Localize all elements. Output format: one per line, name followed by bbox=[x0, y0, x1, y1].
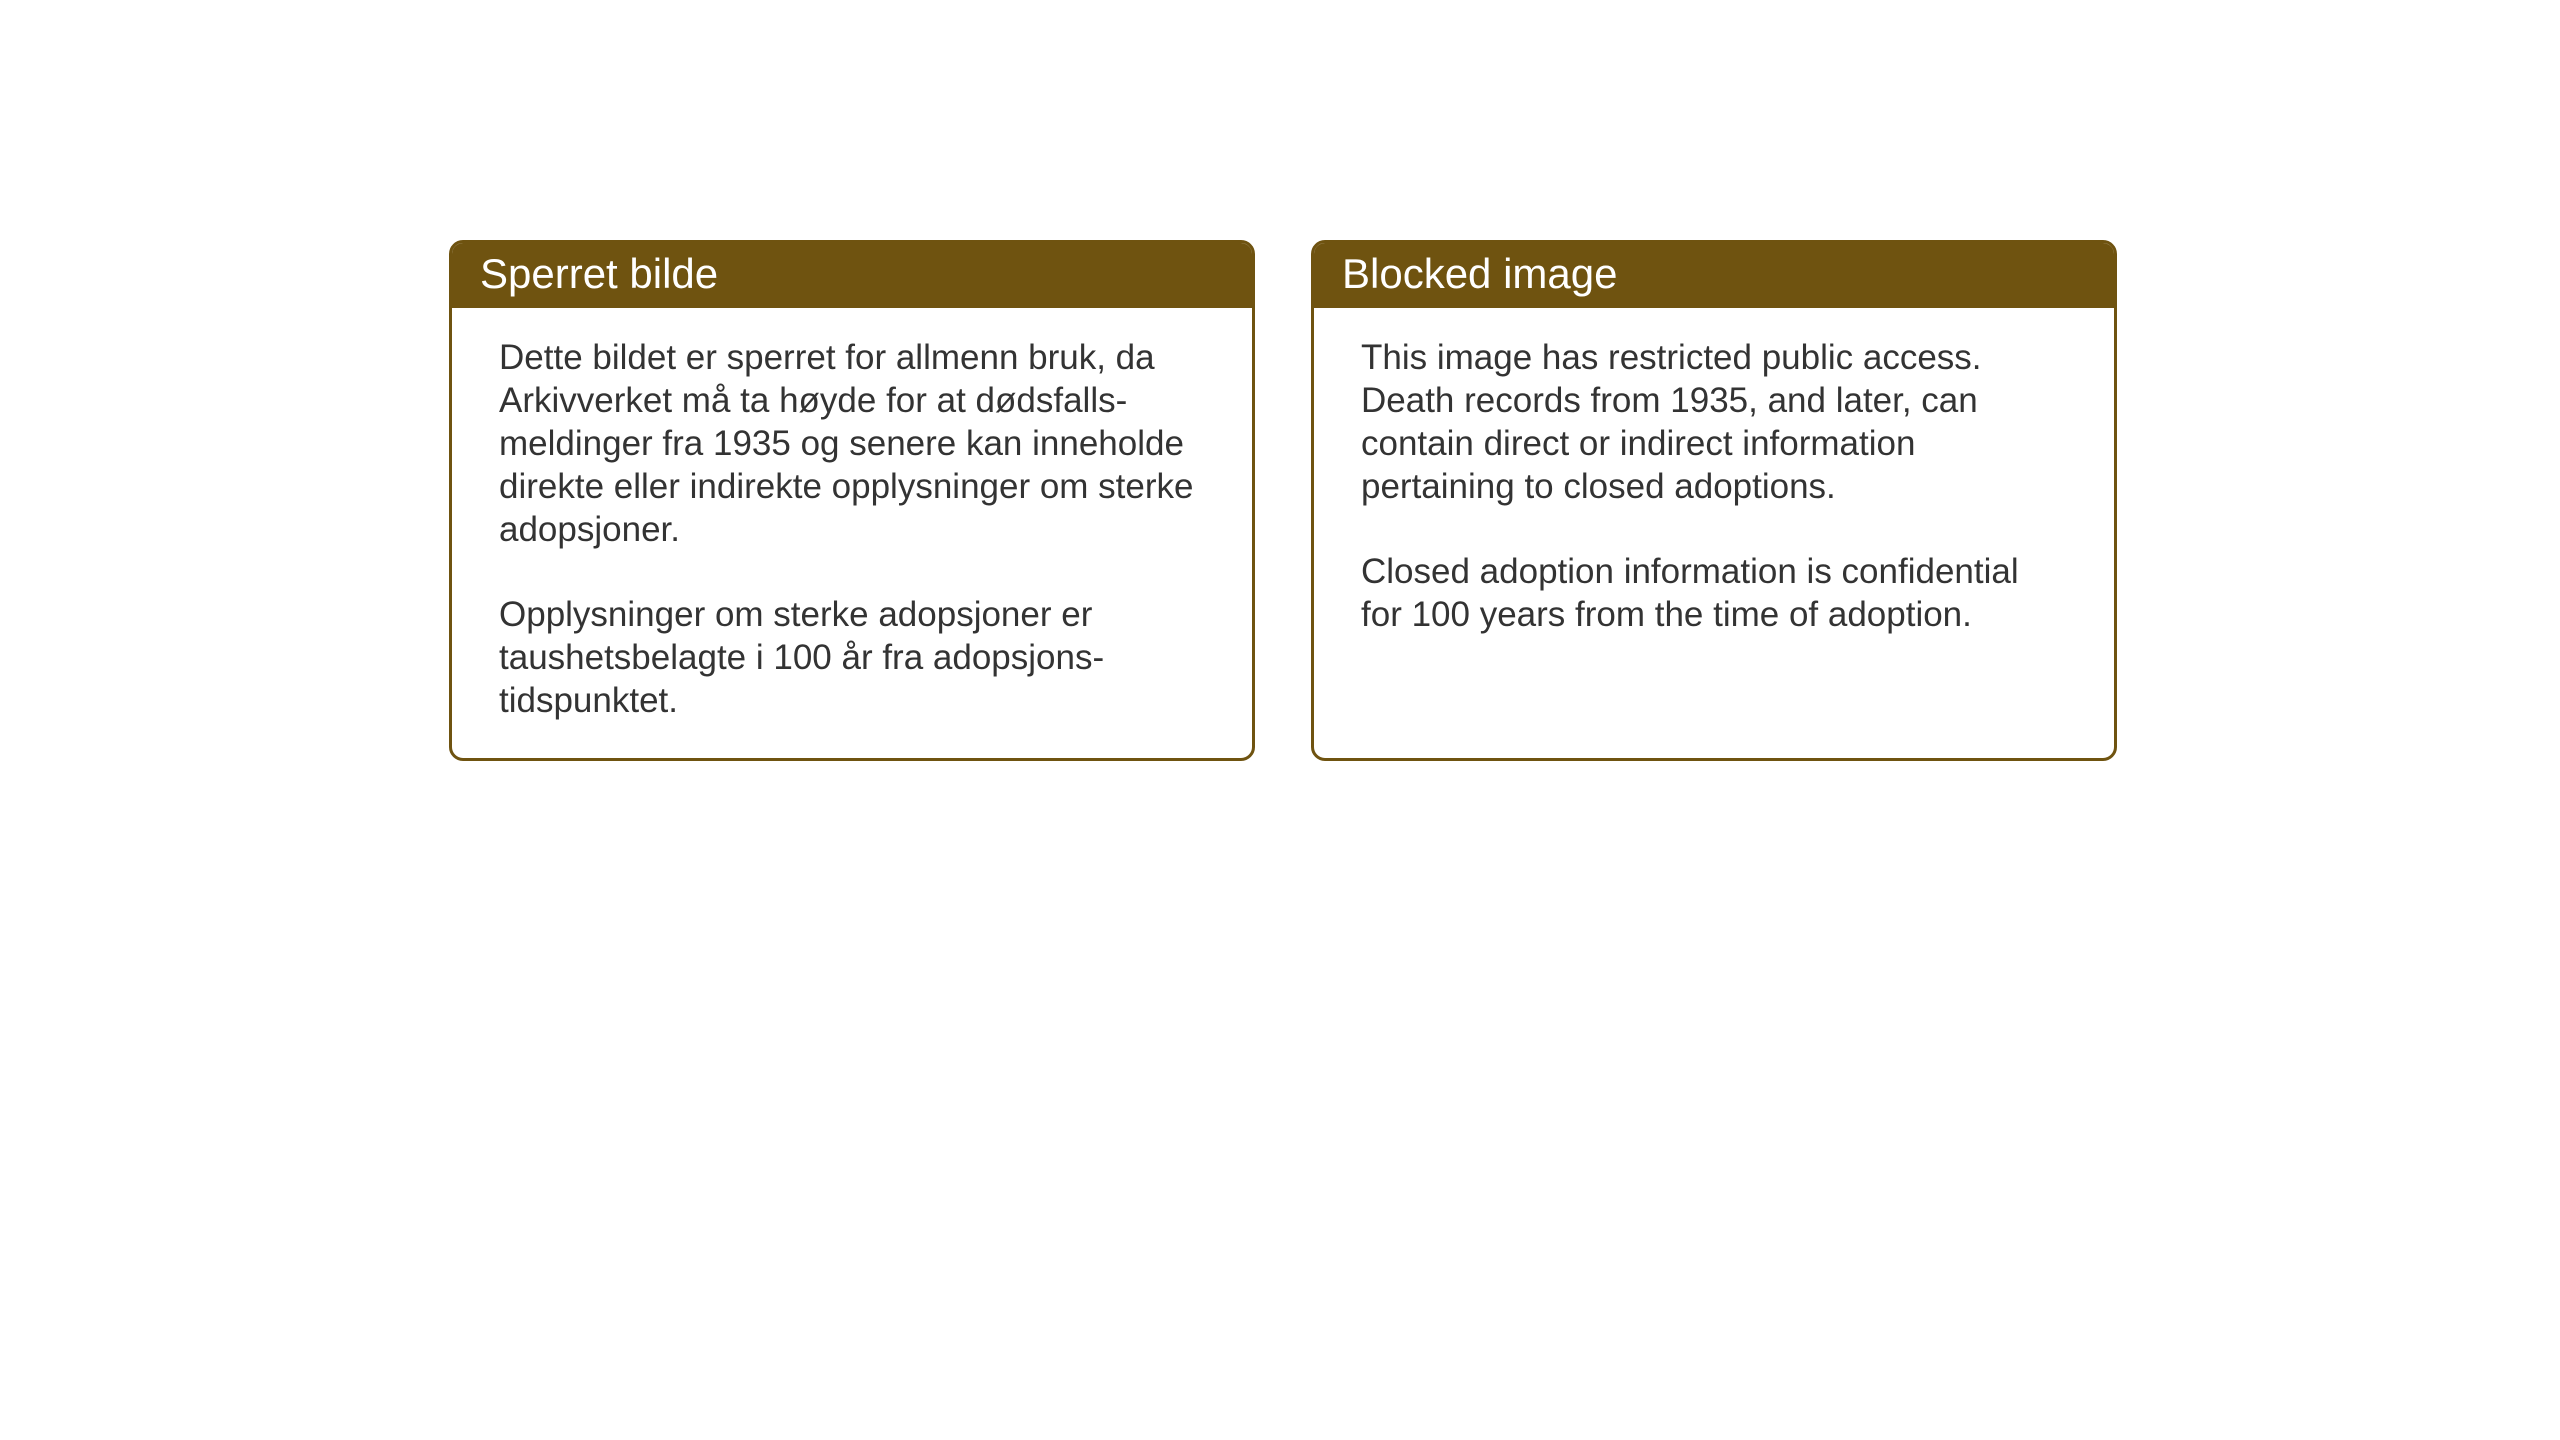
card-norwegian: Sperret bilde Dette bildet er sperret fo… bbox=[449, 240, 1255, 761]
card-norwegian-paragraph-2: Opplysninger om sterke adopsjoner er tau… bbox=[499, 593, 1205, 722]
card-english-paragraph-1: This image has restricted public access.… bbox=[1361, 336, 2067, 508]
card-english-title: Blocked image bbox=[1342, 250, 1617, 297]
card-english-header: Blocked image bbox=[1314, 243, 2114, 308]
card-norwegian-title: Sperret bilde bbox=[480, 250, 718, 297]
card-norwegian-paragraph-1: Dette bildet er sperret for allmenn bruk… bbox=[499, 336, 1205, 551]
card-english: Blocked image This image has restricted … bbox=[1311, 240, 2117, 761]
card-norwegian-header: Sperret bilde bbox=[452, 243, 1252, 308]
card-english-paragraph-2: Closed adoption information is confident… bbox=[1361, 550, 2067, 636]
card-norwegian-body: Dette bildet er sperret for allmenn bruk… bbox=[452, 308, 1252, 758]
card-english-body: This image has restricted public access.… bbox=[1314, 308, 2114, 672]
cards-container: Sperret bilde Dette bildet er sperret fo… bbox=[449, 240, 2117, 761]
